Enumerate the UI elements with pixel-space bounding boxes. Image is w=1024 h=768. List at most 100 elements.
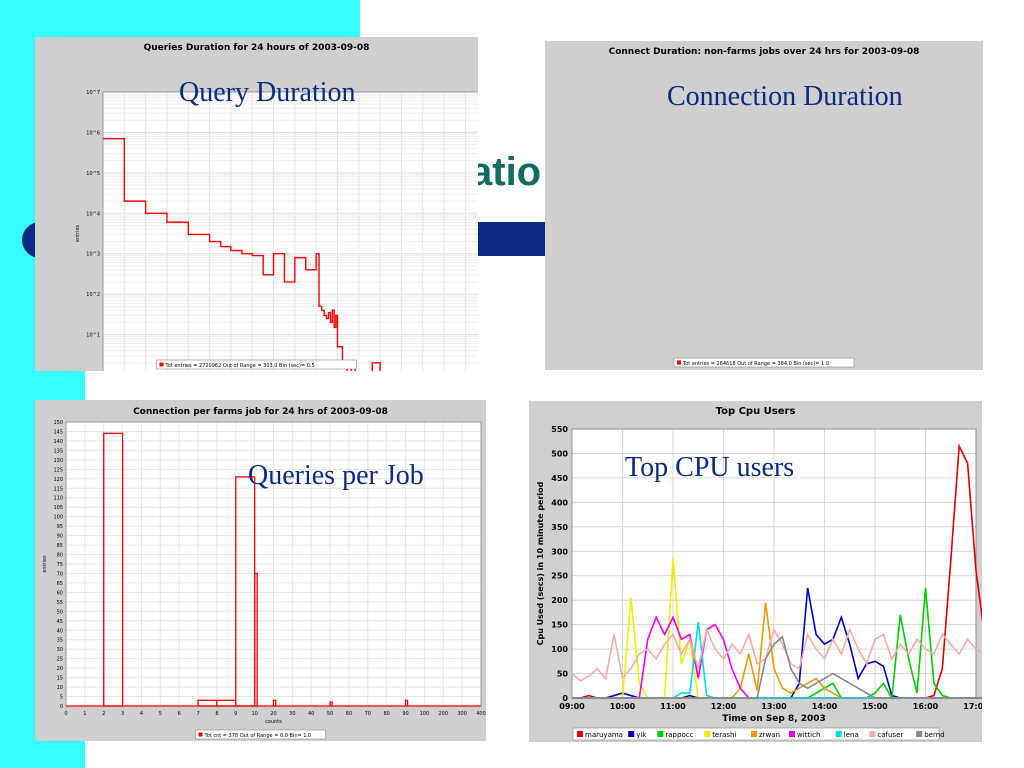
x-tick-label: 4 [140,711,143,717]
y-tick-label: 10^6 [86,130,100,136]
y-tick-label: 105 [53,505,63,511]
y-tick-label: 10^2 [86,292,100,298]
x-tick-label: 16:00 [913,702,939,711]
legend-box [673,357,855,368]
y-tick-label: 110 [53,496,63,502]
y-tick-label: 0 [562,694,568,703]
x-tick-label: 5 [159,711,162,717]
x-tick-label: 40 [308,711,314,717]
x-tick-label: 300 [457,711,467,717]
x-tick-label: 400 [476,711,486,717]
y-tick-label: 120 [53,477,63,483]
x-tick-label: 20 [270,711,276,717]
legend-swatch-wittich [789,731,795,737]
legend-swatch [677,360,681,365]
y-tick-label: 400 [551,498,568,507]
overlay-queries-per-job: Queries per Job [248,460,424,491]
y-tick-label: 100 [551,645,568,654]
plot-frame [102,91,478,371]
y-tick-label: 145 [53,429,63,435]
chart-title: Top Cpu Users [716,406,796,417]
series-cafuser [571,626,982,682]
legend-label-terashi: terashi [712,731,736,739]
y-axis-label: entries [42,555,48,573]
y-tick-label: 500 [551,449,568,458]
x-tick-label: 9 [234,711,237,717]
x-tick-label: 70 [365,711,371,717]
x-tick-label: 50 [327,711,333,717]
chart-top-cpu-users: Top Cpu Users 0 50 100 150 200 250 300 350 400 450… [529,401,982,742]
x-tick-label: 15:00 [862,702,888,711]
x-tick-label: 100 [420,711,430,717]
y-tick-label: 200 [551,596,568,605]
y-tick-label: 450 [551,474,568,483]
y-tick-label: 5 [60,695,63,701]
overlay-top-cpu-users: Top CPU users [625,452,795,483]
legend-swatch-rappocc [657,731,664,737]
x-tick-label: 10 [251,711,257,717]
series-bernd [572,635,982,699]
x-tick-label: 13:00 [761,702,787,711]
chart-svg: Top Cpu Users 0 50 100 150 200 250 300 350 400 450… [536,406,982,741]
x-tick-label: 10:00 [610,702,636,711]
x-tick-label: 1 [83,711,86,717]
y-tick-label: 125 [53,467,63,473]
cyan-top-band [85,0,360,40]
legend-swatch-terashi [704,731,711,737]
y-axis-label: Cpu Used (secs) in 10 minute period [536,481,545,645]
x-tick-label: 2 [102,711,105,717]
chart-svg: Queries Duration for 24 hours of 2003-09… [75,43,478,371]
legend-label-zrwan: zrwan [759,731,780,739]
y-tick-label: 140 [53,439,63,445]
y-tick-label: 85 [57,543,63,549]
y-tick-label: 60 [57,590,63,596]
y-tick-label: 115 [53,486,63,492]
y-tick-label: 10^3 [86,252,100,258]
y-tick-label: 350 [551,523,568,532]
legend-box [156,359,357,370]
y-tick-label: 10^5 [86,171,100,177]
x-tick-label: 0 [64,711,67,717]
legend-swatch-yik [628,731,635,737]
x-tick-label: 80 [383,711,389,717]
y-tick-label: 10^7 [86,90,100,96]
series-line [103,137,381,371]
legend-label-cafuser: cafuser [877,731,903,739]
y-tick-label: 55 [57,600,63,606]
y-tick-label: 0 [60,704,63,710]
y-tick-label: 100 [53,515,63,521]
legend-box [195,729,326,740]
x-tick-label: 60 [346,711,352,717]
legend-swatch [159,362,164,367]
y-tick-label: 150 [551,621,568,630]
x-tick-label: 11:00 [660,702,686,711]
x-tick-label: 12:00 [711,702,737,711]
chart-title: Connection per farms job for 24 hrs of 2… [133,407,388,417]
overlay-connection-duration: Connection Duration [667,81,903,112]
legend-label-maruyama: maruyama [585,731,623,739]
legend-label: Tot entries = 264618 Out of Range = 384.… [682,361,829,367]
legend-swatch [198,732,203,737]
x-tick-label: 17:00 [963,702,982,711]
y-tick-label: 150 [53,420,63,426]
y-axis-label: entries [75,224,81,242]
y-tick-label: 70 [57,571,63,577]
y-tick-label: 130 [53,458,63,464]
y-tick-label: 80 [57,553,63,559]
x-tick-label: 30 [289,711,295,717]
chart-connection-per-job: Connection per farms job for 24 hrs of 2… [35,400,486,741]
y-tick-label: 35 [57,638,63,644]
y-tick-label: 300 [551,547,568,556]
y-tick-label: 250 [551,572,568,581]
y-tick-label: 50 [557,670,569,679]
y-tick-label: 25 [57,657,63,663]
x-tick-label: 14:00 [812,702,838,711]
y-tick-label: 50 [57,609,63,615]
chart-title: Connect Duration: non-farms jobs over 24… [609,47,920,57]
legend-swatch-zrwan [751,731,757,737]
x-tick-label: 8 [215,711,218,717]
x-axis-label: counts [265,719,282,725]
legend-label-yik: yik [636,731,647,739]
x-tick-label: 6 [178,711,181,717]
legend-label-lena: lena [844,731,859,739]
